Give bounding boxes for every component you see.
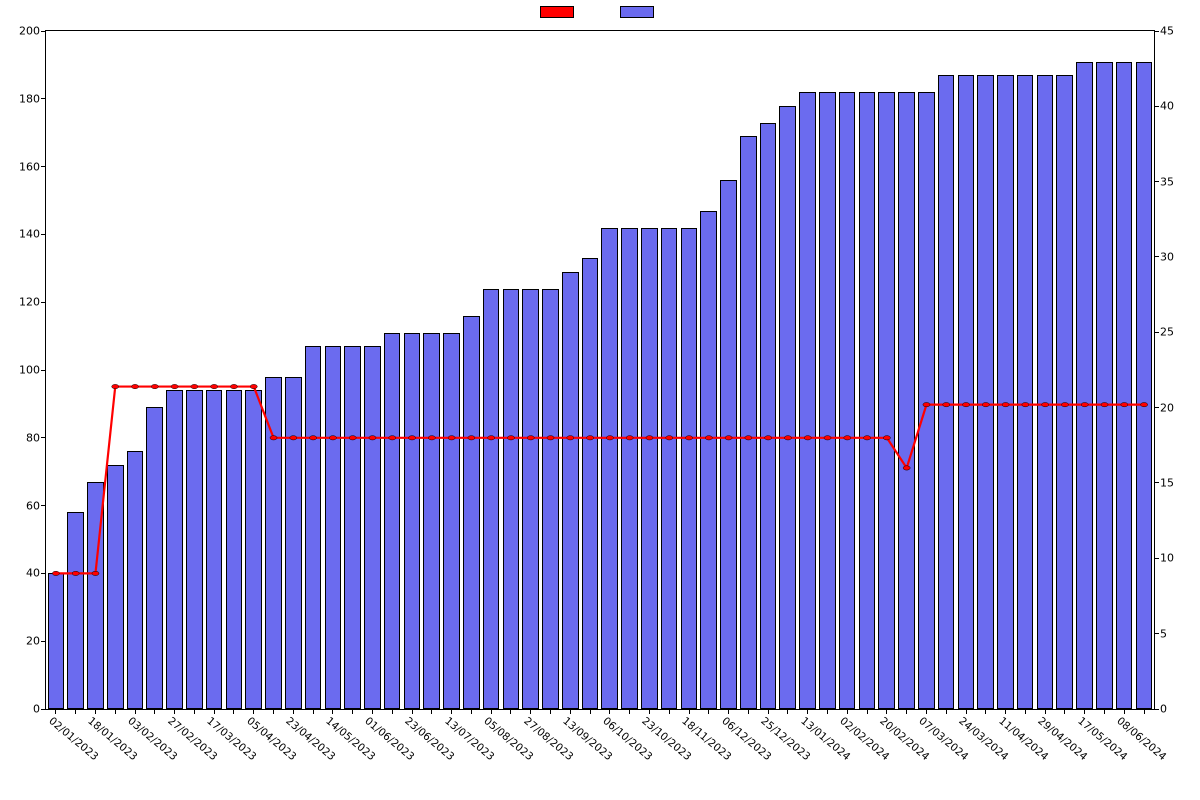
line-marker [329,436,336,440]
line-marker [626,436,633,440]
line-marker [982,402,989,406]
line-marker [1141,402,1148,406]
y-left-tick-label: 200 [19,25,40,38]
y-left-tick-label: 20 [26,635,40,648]
y-right-tick-label: 0 [1160,703,1167,716]
y-left-tick-label: 40 [26,567,40,580]
combo-chart: 0 20 40 60 80 100 120 140 160 180 200 0 5 10 15 20 25 30 3… [0,0,1200,800]
line-marker [1101,402,1108,406]
line-marker [131,384,138,388]
plot-area: 0204060801001201401601802000510152025303… [45,30,1155,710]
line-marker [52,571,59,575]
line-marker [428,436,435,440]
line-marker [943,402,950,406]
y-right-tick-label: 15 [1160,477,1174,490]
y-left-tick-label: 180 [19,92,40,105]
line-marker [685,436,692,440]
line-marker [547,436,554,440]
line-marker [250,384,257,388]
y-left-tick-label: 140 [19,228,40,241]
line-marker [112,384,119,388]
line-marker [191,384,198,388]
legend [0,6,1200,18]
line-marker [369,436,376,440]
y-right-tick-label: 40 [1160,100,1174,113]
line-marker [1042,402,1049,406]
line-marker [92,571,99,575]
line-marker [745,436,752,440]
y-left-tick-label: 160 [19,160,40,173]
y-left-tick-label: 100 [19,364,40,377]
line-marker [962,402,969,406]
line-marker [923,402,930,406]
line-marker [824,436,831,440]
line-marker [1002,402,1009,406]
line-marker [725,436,732,440]
y-left-tick-label: 120 [19,296,40,309]
line-marker [606,436,613,440]
line-marker [408,436,415,440]
legend-item-bar [620,6,660,18]
line-marker [507,436,514,440]
line-marker [864,436,871,440]
y-right-tick-label: 30 [1160,251,1174,264]
line-series [56,387,1144,574]
legend-item-line [540,6,580,18]
line-marker [488,436,495,440]
line-marker [587,436,594,440]
line-marker [567,436,574,440]
line-marker [1061,402,1068,406]
line-marker [171,384,178,388]
y-left-tick-label: 0 [33,703,40,716]
y-right-tick-label: 5 [1160,627,1167,640]
line-marker [230,384,237,388]
y-right-tick-label: 10 [1160,552,1174,565]
line-layer [46,31,1154,709]
line-marker [883,436,890,440]
line-marker [1121,402,1128,406]
line-marker [389,436,396,440]
line-marker [765,436,772,440]
y-right-tick-label: 25 [1160,326,1174,339]
line-marker [784,436,791,440]
line-marker [72,571,79,575]
line-marker [903,466,910,470]
line-marker [844,436,851,440]
line-marker [705,436,712,440]
line-marker [468,436,475,440]
line-marker [290,436,297,440]
y-left-tick-label: 80 [26,431,40,444]
y-right-tick-label: 20 [1160,401,1174,414]
line-marker [1081,402,1088,406]
line-marker [448,436,455,440]
line-marker [527,436,534,440]
line-marker [270,436,277,440]
line-marker [349,436,356,440]
line-marker [1022,402,1029,406]
line-marker [310,436,317,440]
line-marker [666,436,673,440]
y-right-tick-label: 45 [1160,25,1174,38]
line-marker [804,436,811,440]
legend-swatch-line [540,6,574,18]
y-left-tick-label: 60 [26,499,40,512]
legend-swatch-bar [620,6,654,18]
line-marker [151,384,158,388]
line-marker [211,384,218,388]
line-marker [646,436,653,440]
y-right-tick-label: 35 [1160,175,1174,188]
